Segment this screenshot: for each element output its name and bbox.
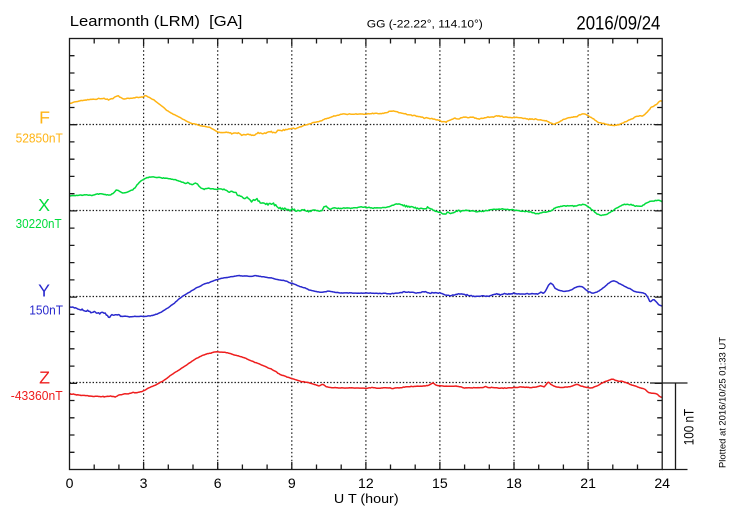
svg-text:100 nT: 100 nT [681, 409, 696, 445]
svg-text:Z: Z [39, 368, 50, 388]
svg-text:U T (hour): U T (hour) [334, 491, 399, 506]
svg-text:X: X [38, 195, 50, 215]
svg-text:150nT: 150nT [29, 303, 63, 318]
svg-text:0: 0 [66, 475, 74, 491]
svg-text:Learmonth (LRM) [GA]: Learmonth (LRM) [GA] [70, 14, 243, 30]
svg-text:3: 3 [140, 475, 148, 491]
svg-text:30220nT: 30220nT [16, 216, 62, 231]
svg-text:21: 21 [580, 475, 596, 491]
svg-text:2016/09/24: 2016/09/24 [576, 14, 660, 35]
svg-text:15: 15 [432, 475, 448, 491]
svg-text:24: 24 [654, 475, 670, 491]
svg-text:Plotted at 2016/10/25 01:33 UT: Plotted at 2016/10/25 01:33 UT [716, 337, 727, 468]
svg-text:52850nT: 52850nT [16, 130, 63, 145]
svg-text:18: 18 [506, 475, 522, 491]
svg-text:GG (-22.22°, 114.10°): GG (-22.22°, 114.10°) [367, 19, 483, 31]
svg-text:-43360nT: -43360nT [11, 388, 63, 403]
svg-text:9: 9 [288, 475, 296, 491]
svg-text:12: 12 [358, 475, 374, 491]
svg-text:Y: Y [38, 281, 50, 301]
svg-text:F: F [39, 107, 50, 127]
svg-text:6: 6 [214, 475, 222, 491]
